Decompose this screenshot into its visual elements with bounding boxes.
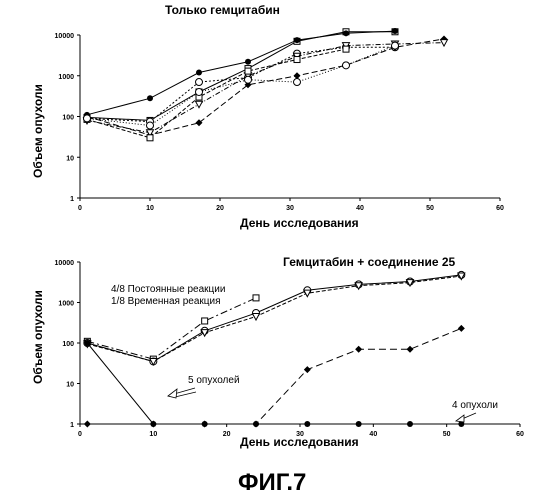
data-point-series-4 — [355, 346, 362, 353]
annotation-five-tumors: 5 опухолей — [188, 375, 240, 386]
arrow-five-tumors-head — [168, 389, 177, 398]
data-point-series-7 — [196, 88, 203, 95]
data-point-series-7 — [147, 122, 154, 129]
data-point-series-7 — [392, 42, 399, 49]
series-line-5 — [87, 43, 444, 133]
data-point-series-1 — [202, 318, 208, 324]
x-tick-label: 60 — [496, 205, 504, 212]
chart-2-title: Гемцитабин + соединение 25 — [283, 255, 456, 269]
data-point-series-3 — [196, 79, 203, 86]
x-tick-group: 0 10 20 30 40 50 60 — [78, 198, 504, 212]
data-point-series-6 — [245, 68, 251, 74]
data-point-series-5 — [196, 101, 203, 108]
arrow-four-tumors-head — [456, 415, 464, 422]
x-tick-label: 40 — [369, 431, 377, 438]
data-point-series-6 — [343, 46, 349, 52]
data-point-series-5 — [407, 421, 413, 427]
series-group — [84, 28, 448, 141]
data-point-series-4 — [304, 366, 311, 373]
data-point-series-2 — [196, 70, 202, 76]
data-point-series-5 — [253, 421, 259, 427]
data-point-series-1 — [253, 295, 259, 301]
annotation-transient-response: 1/8 Временная реакция — [111, 296, 221, 307]
x-tick-label: 20 — [223, 431, 231, 438]
series-line-6 — [87, 49, 346, 138]
x-tick-label: 30 — [286, 205, 294, 212]
data-point-series-5 — [441, 40, 448, 47]
data-point-series-6 — [147, 135, 153, 141]
figure-label: ФИГ.7 — [238, 469, 306, 496]
data-point-series-2 — [343, 30, 349, 36]
x-tick-label: 40 — [356, 205, 364, 212]
data-point-series-3 — [253, 314, 260, 321]
chart-1-xlabel: День исследования — [240, 216, 359, 230]
y-tick-label: 1000 — [58, 301, 74, 308]
data-point-series-7 — [294, 79, 301, 86]
data-point-series-2 — [294, 37, 300, 43]
data-point-series-5 — [150, 421, 156, 427]
series-line-5 — [87, 343, 461, 424]
chart-1-ylabel: Объем опухоли — [31, 84, 45, 178]
data-point-series-7 — [343, 62, 350, 69]
y-tick-label: 10000 — [55, 33, 75, 40]
data-point-series-5 — [84, 340, 90, 346]
series-line-3 — [87, 47, 395, 121]
y-tick-label: 1 — [70, 422, 74, 429]
y-tick-label: 10 — [66, 155, 74, 162]
y-tick-group: 1 10 100 1000 10000 — [55, 33, 80, 203]
y-tick-label: 10000 — [55, 260, 75, 267]
data-point-series-5 — [202, 421, 208, 427]
data-point-series-5 — [304, 421, 310, 427]
chart-gemcitabine-compound-25: Гемцитабин + соединение 25 0102030405060… — [31, 255, 524, 449]
data-point-series-2 — [245, 59, 251, 65]
annotation-four-tumors: 4 опухоли — [452, 400, 498, 411]
annotation-durable-responses: 4/8 Постоянные реакции — [111, 284, 225, 295]
chart-2-ylabel: Объем опухоли — [31, 290, 45, 384]
data-point-series-7 — [84, 115, 91, 122]
chart-2-xlabel: День исследования — [240, 435, 359, 449]
data-point-series-4 — [84, 421, 91, 428]
y-tick-label: 1000 — [58, 74, 74, 81]
x-tick-label: 60 — [516, 431, 524, 438]
data-point-series-7 — [245, 76, 252, 83]
y-tick-label: 1 — [70, 196, 74, 203]
x-tick-label: 50 — [426, 205, 434, 212]
x-tick-label: 0 — [78, 431, 82, 438]
x-tick-label: 20 — [216, 205, 224, 212]
chart-1-title: Только гемцитабин — [165, 3, 280, 17]
data-point-series-4 — [458, 325, 465, 332]
y-tick-label: 10 — [66, 382, 74, 389]
x-tick-label: 10 — [146, 205, 154, 212]
series-line-4 — [87, 328, 461, 424]
data-point-series-4 — [407, 346, 414, 353]
y-tick-label: 100 — [62, 115, 74, 122]
x-tick-label: 10 — [149, 431, 157, 438]
y-tick-group: 1 10 100 1000 10000 — [55, 260, 80, 429]
data-point-series-2 — [392, 28, 398, 34]
data-point-series-5 — [356, 421, 362, 427]
data-point-series-2 — [147, 95, 153, 101]
data-point-series-6 — [294, 57, 300, 63]
x-tick-label: 0 — [78, 205, 82, 212]
y-tick-label: 100 — [62, 341, 74, 348]
series-line-7 — [87, 46, 395, 126]
x-tick-label: 50 — [443, 431, 451, 438]
chart-gemcitabine-only: Только гемцитабин 0 10 20 30 40 50 60 1 10 100 10… — [31, 3, 504, 230]
